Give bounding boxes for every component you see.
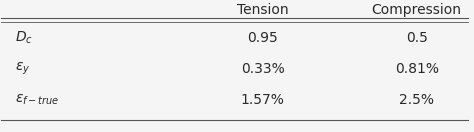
Text: Compression: Compression (372, 3, 462, 17)
Text: $\varepsilon_{f-true}$: $\varepsilon_{f-true}$ (15, 92, 60, 107)
Text: $D_c$: $D_c$ (15, 29, 33, 46)
Text: Tension: Tension (237, 3, 289, 17)
Text: 2.5%: 2.5% (399, 93, 434, 107)
Text: 0.95: 0.95 (247, 31, 278, 45)
Text: 0.81%: 0.81% (395, 62, 439, 76)
Text: $\varepsilon_y$: $\varepsilon_y$ (15, 60, 31, 77)
Text: 1.57%: 1.57% (241, 93, 285, 107)
Text: 0.33%: 0.33% (241, 62, 284, 76)
Text: 0.5: 0.5 (406, 31, 428, 45)
